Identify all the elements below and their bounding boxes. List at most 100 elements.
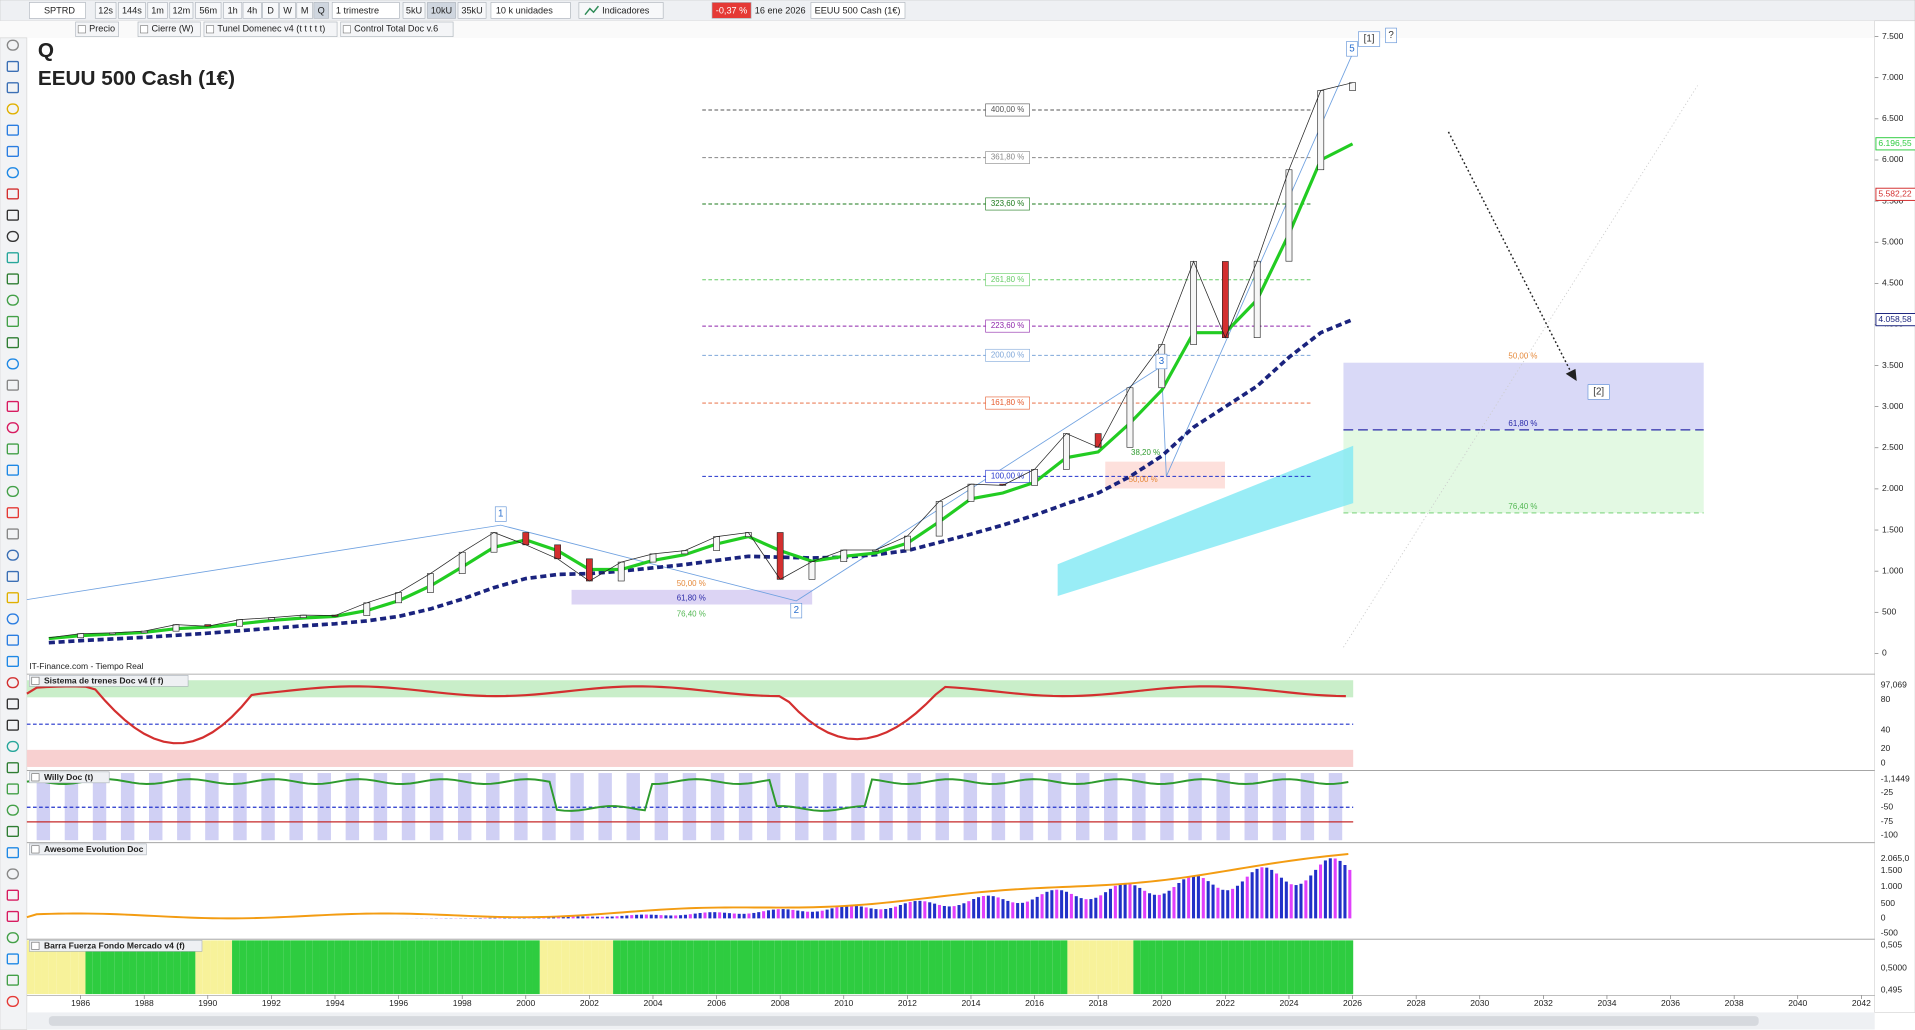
tool-icon[interactable] <box>6 762 19 774</box>
legend-chip[interactable] <box>75 21 119 37</box>
tool-icon[interactable] <box>6 252 19 264</box>
panel-bar <box>1196 876 1200 919</box>
tool-icon[interactable] <box>6 82 19 94</box>
tool-icon[interactable] <box>6 783 19 795</box>
timeframe-button[interactable] <box>262 2 279 19</box>
symbol-box[interactable] <box>29 2 86 19</box>
panel-bar <box>683 914 687 919</box>
tool-icon[interactable] <box>6 358 19 370</box>
tool-icon[interactable] <box>6 910 19 922</box>
tool-icon[interactable] <box>6 549 19 561</box>
timeframe-button[interactable] <box>223 2 243 19</box>
tool-icon[interactable] <box>6 613 19 625</box>
tool-icon[interactable] <box>6 443 19 455</box>
panel-bar <box>639 914 644 919</box>
tool-icon[interactable] <box>6 698 19 710</box>
period-select[interactable] <box>331 2 400 19</box>
panel-close[interactable] <box>31 941 40 950</box>
indicators-button[interactable] <box>578 2 664 19</box>
panel-cell <box>576 940 584 995</box>
tool-icon[interactable] <box>6 103 19 115</box>
tool-icon[interactable] <box>6 315 19 327</box>
tool-icon[interactable] <box>6 422 19 434</box>
legend-checkbox[interactable] <box>77 25 86 34</box>
panel-close[interactable] <box>31 845 40 854</box>
tool-icon[interactable] <box>6 719 19 731</box>
panel-bar <box>879 909 883 919</box>
tool-icon[interactable] <box>6 592 19 604</box>
units-select[interactable] <box>490 2 571 19</box>
timeframe-button[interactable] <box>147 2 168 19</box>
timeframe-button[interactable] <box>279 2 296 19</box>
legend-chip[interactable] <box>137 21 201 37</box>
candle <box>395 592 402 604</box>
tool-icon[interactable] <box>6 655 19 667</box>
unit-button[interactable] <box>457 2 487 19</box>
panel-bar <box>806 911 810 919</box>
fib-label: 200,00 % <box>991 350 1024 359</box>
tool-icon[interactable] <box>6 464 19 476</box>
tool-icon[interactable] <box>6 889 19 901</box>
panel-bar <box>825 909 829 919</box>
panel-axis-label: -100 <box>1881 830 1898 840</box>
panel-close[interactable] <box>31 773 40 782</box>
tool-icon[interactable] <box>6 995 19 1007</box>
panel-bar <box>1299 883 1303 919</box>
tool-icon[interactable] <box>6 847 19 859</box>
date: 16 ene 2026 <box>755 5 806 15</box>
panel-axis-label: 0 <box>1881 913 1886 923</box>
tool-icon[interactable] <box>6 804 19 816</box>
panel-bar <box>928 902 932 919</box>
timeframe-button[interactable] <box>242 2 262 19</box>
unit-button[interactable] <box>402 2 426 19</box>
panel-cell <box>547 940 555 995</box>
tool-icon[interactable] <box>6 124 19 136</box>
tool-icon[interactable] <box>6 167 19 179</box>
tool-icon[interactable] <box>6 273 19 285</box>
tool-icon[interactable] <box>6 188 19 200</box>
tool-icon[interactable] <box>6 145 19 157</box>
tool-icon[interactable] <box>6 570 19 582</box>
tool-icon[interactable] <box>6 209 19 221</box>
tool-icon[interactable] <box>6 294 19 306</box>
tool-icon[interactable] <box>6 507 19 519</box>
tool-icon[interactable] <box>6 230 19 242</box>
tool-icon[interactable] <box>6 485 19 497</box>
tool-icon[interactable] <box>6 39 19 51</box>
tool-icon[interactable] <box>6 677 19 689</box>
panel-cell <box>1287 940 1295 995</box>
tool-icon[interactable] <box>6 974 19 986</box>
x-tick-label: 1992 <box>262 998 281 1008</box>
tool-icon[interactable] <box>6 825 19 837</box>
legend-chip[interactable] <box>203 21 338 37</box>
tool-icon[interactable] <box>6 60 19 72</box>
fib-label: 361,80 % <box>991 153 1024 162</box>
scroll-thumb[interactable] <box>48 1016 1759 1026</box>
timeframe-button[interactable] <box>296 2 313 19</box>
tool-icon[interactable] <box>6 740 19 752</box>
legend-chip[interactable] <box>340 21 454 37</box>
panel-cell <box>1038 940 1046 995</box>
tool-icon[interactable] <box>6 528 19 540</box>
timeframe-button[interactable] <box>169 2 194 19</box>
tool-icon[interactable] <box>6 400 19 412</box>
tool-icon[interactable] <box>6 868 19 880</box>
annotation-box <box>1155 353 1168 370</box>
legend-checkbox[interactable] <box>342 25 351 34</box>
tool-icon[interactable] <box>6 379 19 391</box>
tool-icon[interactable] <box>6 953 19 965</box>
legend-checkbox[interactable] <box>140 25 149 34</box>
tool-icon[interactable] <box>6 932 19 944</box>
panel-close[interactable] <box>31 676 40 685</box>
x-tick-label: 1990 <box>198 998 217 1008</box>
timeframe-button[interactable] <box>195 2 222 19</box>
fib-label: 323,60 % <box>991 199 1024 208</box>
panel-bar <box>796 910 800 919</box>
timeframe-button[interactable] <box>94 2 117 19</box>
legend-checkbox[interactable] <box>206 25 215 34</box>
timeframe-button[interactable] <box>118 2 146 19</box>
timeframe-button[interactable] <box>313 2 329 19</box>
tool-icon[interactable] <box>6 634 19 646</box>
tool-icon[interactable] <box>6 337 19 349</box>
unit-button[interactable] <box>427 2 456 19</box>
